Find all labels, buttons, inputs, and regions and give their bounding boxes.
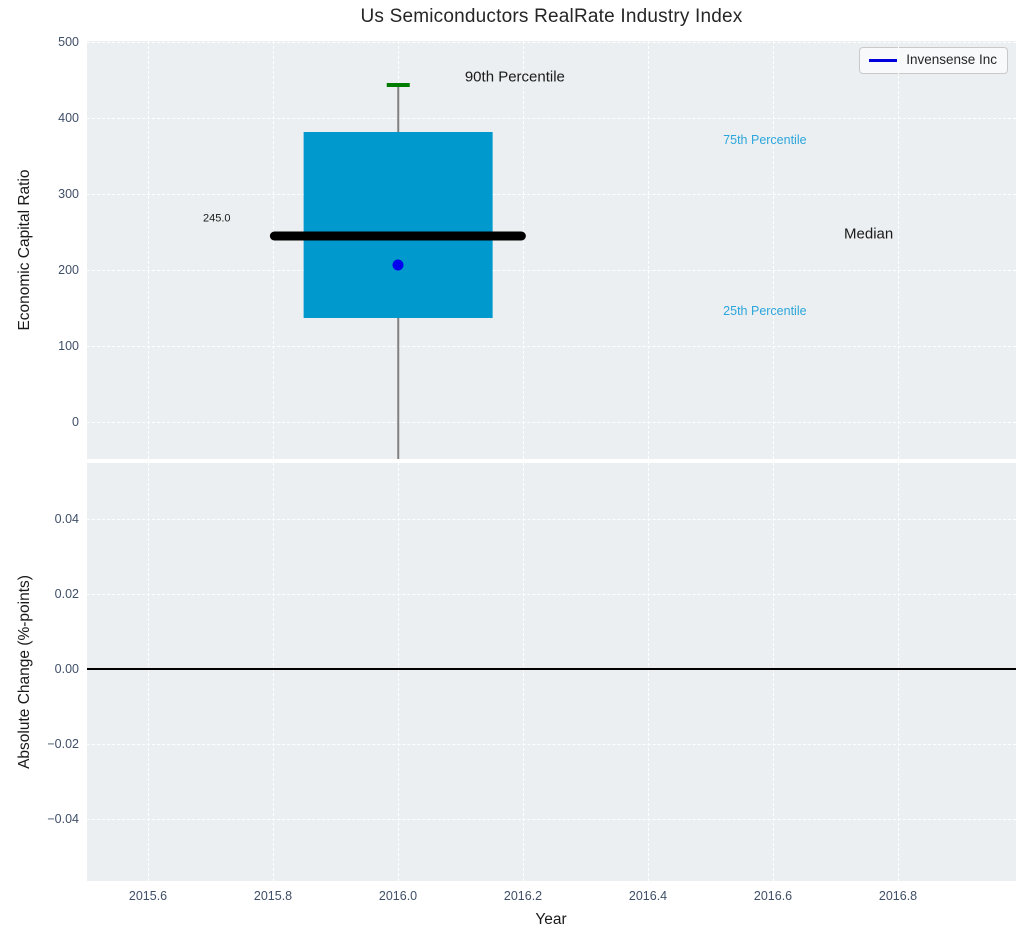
bottom-subplot-axes (87, 463, 1016, 881)
zero-change-line (87, 668, 1016, 670)
boxplot-median-line (269, 231, 527, 241)
gridline (648, 463, 649, 881)
boxplot-90th-percentile-cap (386, 82, 410, 87)
gridline (648, 41, 649, 459)
gridline (773, 41, 774, 459)
top-subplot-axes: Invensense Inc 90th Percentile 75th Perce… (87, 41, 1016, 459)
x-tick-label: 2015.6 (128, 889, 168, 903)
gridline (273, 463, 274, 881)
x-tick-label: 2016.6 (753, 889, 793, 903)
legend-label: Invensense Inc (906, 52, 997, 67)
x-tick-label: 2016.4 (628, 889, 668, 903)
y-tick-label: 0.04 (54, 511, 79, 526)
boxplot-box (303, 132, 493, 318)
gridline (87, 345, 1016, 347)
annotation-25th-percentile: 25th Percentile (723, 303, 807, 318)
company-data-point (392, 259, 404, 271)
gridline (87, 421, 1016, 423)
annotation-90th-percentile: 90th Percentile (464, 68, 565, 86)
gridline (87, 269, 1016, 271)
annotation-75th-percentile: 75th Percentile (723, 132, 807, 147)
y-tick-label: 400 (58, 110, 79, 125)
x-tick-label: 2016.2 (503, 889, 543, 903)
y-tick-label: −0.04 (47, 811, 79, 826)
y-tick-label: 0 (72, 414, 79, 429)
chart-title: Us Semiconductors RealRate Industry Inde… (360, 6, 743, 27)
gridline (523, 41, 524, 459)
y-tick-label: 0.00 (54, 661, 79, 676)
gridline (87, 818, 1016, 820)
x-axis-label: Year (535, 911, 567, 928)
legend: Invensense Inc (859, 47, 1008, 74)
y-tick-label: 100 (58, 338, 79, 353)
gridline (898, 41, 899, 459)
annotation-median: Median (844, 225, 894, 243)
gridline (87, 41, 1016, 43)
gridline (87, 117, 1016, 119)
y-tick-label: −0.02 (47, 736, 79, 751)
gridline (273, 41, 274, 459)
y-tick-label: 0.02 (54, 586, 79, 601)
annotation-245-0: 245.0 (202, 212, 231, 225)
gridline (87, 743, 1016, 745)
x-tick-label: 2015.8 (253, 889, 293, 903)
gridline (148, 463, 149, 881)
y-tick-label: 300 (58, 186, 79, 201)
y-tick-label: 200 (58, 262, 79, 277)
gridline (87, 594, 1016, 596)
y-tick-label: 500 (58, 34, 79, 49)
gridline (87, 519, 1016, 521)
legend-line-icon (869, 59, 898, 62)
x-tick-label: 2016.8 (878, 889, 918, 903)
gridline (148, 41, 149, 459)
gridline (87, 193, 1016, 195)
gridline (398, 463, 399, 881)
gridline (898, 463, 899, 881)
gridline (523, 463, 524, 881)
x-tick-label: 2016.0 (378, 889, 418, 903)
gridline (773, 463, 774, 881)
